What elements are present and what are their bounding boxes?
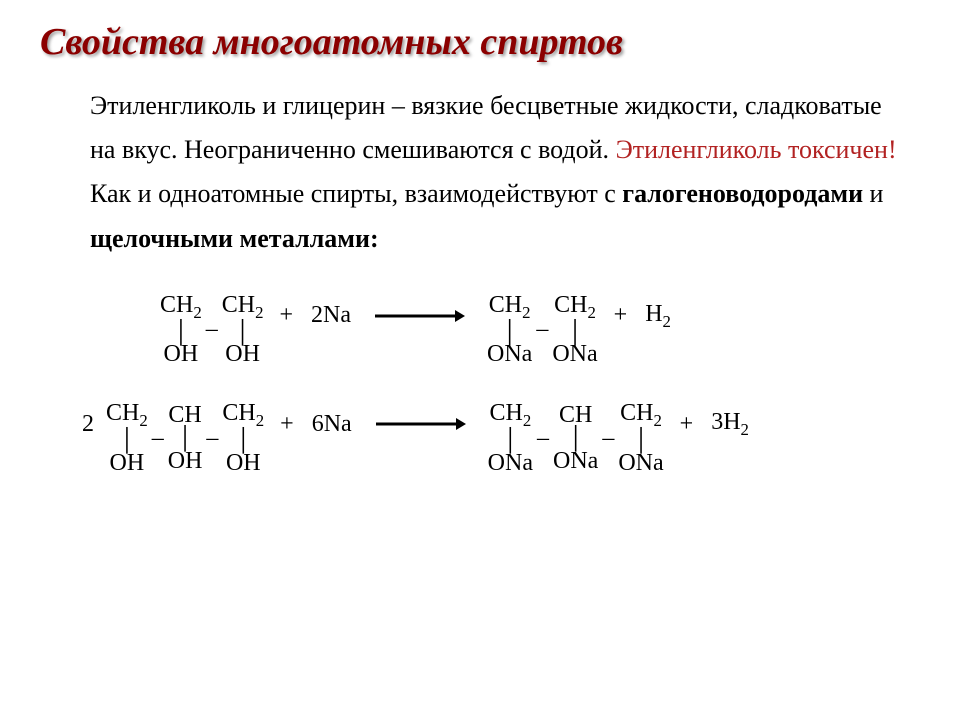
bond-icon: – <box>532 316 552 343</box>
ch-group: CH2 <box>222 291 264 323</box>
arrow-icon <box>364 417 478 459</box>
bond-icon: │ <box>235 431 251 449</box>
bold-1: галогеноводородами <box>622 179 863 208</box>
plus-sign: + <box>674 411 700 466</box>
eq1-reactant: CH2 │ OH – CH2 │ OH <box>160 291 263 369</box>
slide-title: Свойства многоатомных спиртов <box>40 20 920 64</box>
bond-icon: │ <box>235 323 251 341</box>
eq1-byproduct: H2 <box>643 301 673 360</box>
para-2a: Как и одноатомные спирты, взаимодействую… <box>90 179 622 208</box>
bond-icon: │ <box>568 429 584 447</box>
bond-icon: │ <box>177 429 193 447</box>
eq2-byproduct: 3H2 <box>709 409 751 468</box>
oh-group: OH <box>164 340 199 369</box>
ch-group: CH2 <box>160 291 202 323</box>
eq2-reagent: 6Na <box>310 411 354 466</box>
ona-group: ONa <box>552 340 597 369</box>
equation-1: CH2 │ OH – CH2 │ OH + 2Na CH2 │ <box>160 291 920 369</box>
plus-sign: + <box>273 302 299 357</box>
oh-group: OH <box>226 449 261 478</box>
eq2-reactant: CH2 │ OH – CH │ OH – CH2 │ OH <box>106 399 264 477</box>
body-text: Этиленгликоль и глицерин – вязкие бесцве… <box>90 84 900 261</box>
oh-group: OH <box>168 447 203 476</box>
oh-group: OH <box>225 340 260 369</box>
oh-group: OH <box>110 449 145 478</box>
warning-text: Этиленгликоль токсичен! <box>616 135 897 164</box>
bond-icon: │ <box>633 431 649 449</box>
equation-2: 2 CH2 │ OH – CH │ OH – CH2 │ OH <box>80 399 920 477</box>
bond-icon: – <box>533 425 553 452</box>
bond-icon: – <box>202 316 222 343</box>
ona-group: ONa <box>553 447 598 476</box>
ona-group: ONa <box>618 449 663 478</box>
bond-icon: │ <box>173 323 189 341</box>
arrow-icon <box>363 309 477 351</box>
bond-icon: – <box>598 425 618 452</box>
equations-block: CH2 │ OH – CH2 │ OH + 2Na CH2 │ <box>40 291 920 478</box>
eq2-product: CH2 │ ONa – CH │ ONa – CH2 │ ONa <box>488 399 664 477</box>
ch-group: CH2 <box>554 291 596 323</box>
bond-icon: │ <box>567 323 583 341</box>
bond-icon: – <box>148 425 168 452</box>
ona-group: ONa <box>487 340 532 369</box>
para-2b: и <box>863 179 883 208</box>
eq2-coef: 2 <box>80 411 96 466</box>
bond-icon: – <box>202 425 222 452</box>
plus-sign: + <box>608 302 634 357</box>
bond-icon: │ <box>119 431 135 449</box>
ona-group: ONa <box>488 449 533 478</box>
bond-icon: │ <box>502 323 518 341</box>
ch-group: CH2 <box>489 291 531 323</box>
bold-2: щелочными металлами: <box>90 224 379 253</box>
plus-sign: + <box>274 411 300 466</box>
eq1-product: CH2 │ ONa – CH2 │ ONa <box>487 291 598 369</box>
bond-icon: │ <box>503 431 519 449</box>
eq1-reagent: 2Na <box>309 302 353 357</box>
